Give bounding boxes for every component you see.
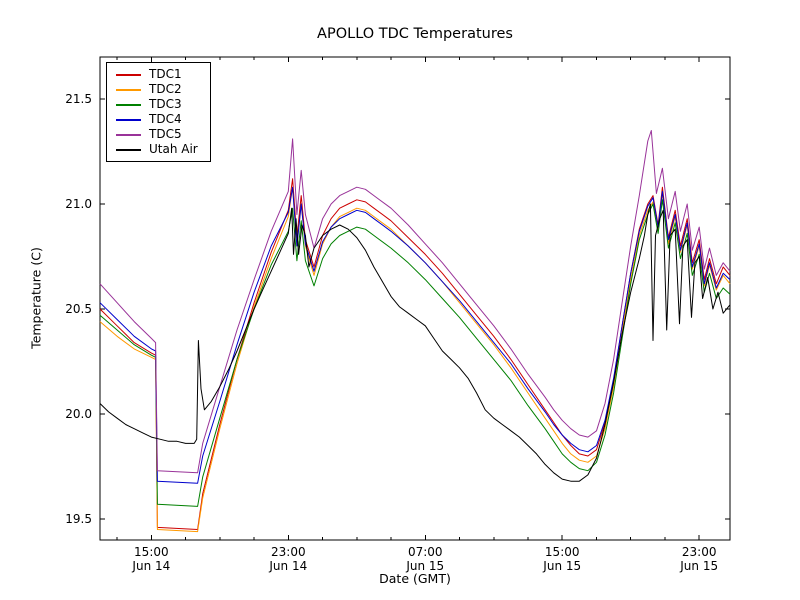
- x-tick-label: 07:00 Jun 15: [390, 545, 460, 573]
- y-tick-label: 20.0: [65, 407, 92, 421]
- legend-item: TDC4: [116, 113, 198, 126]
- legend-label: TDC1: [149, 67, 182, 81]
- legend-line-swatch: [116, 133, 141, 136]
- series-line-tdc4: [99, 186, 731, 484]
- axes-frame: [99, 56, 731, 541]
- chart-title: APOLLO TDC Temperatures: [317, 26, 513, 42]
- legend-label: Utah Air: [149, 142, 198, 156]
- series-line-utah-air: [99, 203, 731, 482]
- legend-item: Utah Air: [116, 143, 198, 156]
- x-tick-label: 15:00 Jun 15: [527, 545, 597, 573]
- legend-line-swatch: [116, 103, 141, 106]
- x-tick-date: Jun 15: [543, 559, 582, 573]
- legend-line-swatch: [116, 148, 141, 151]
- x-tick-date: Jun 14: [132, 559, 171, 573]
- x-tick-time: 23:00: [271, 545, 306, 559]
- legend-item: TDC1: [116, 68, 198, 81]
- legend-item: TDC3: [116, 98, 198, 111]
- y-tick-label: 19.5: [65, 512, 92, 526]
- x-tick-time: 23:00: [681, 545, 717, 559]
- legend-item: TDC5: [116, 128, 198, 141]
- x-tick-time: 15:00: [544, 545, 580, 559]
- x-tick-label: 23:00 Jun 15: [664, 545, 734, 573]
- legend-item: TDC2: [116, 83, 198, 96]
- x-tick-time: 15:00: [134, 545, 169, 559]
- series-line-tdc3: [99, 199, 731, 507]
- series-line-tdc5: [99, 130, 731, 474]
- y-tick-label: 21.5: [65, 92, 92, 106]
- legend-label: TDC2: [149, 82, 182, 96]
- legend-label: TDC3: [149, 97, 182, 111]
- y-tick-label: 20.5: [65, 302, 92, 316]
- legend-line-swatch: [116, 118, 141, 121]
- legend-label: TDC4: [149, 112, 182, 126]
- x-tick-label: 23:00 Jun 14: [253, 545, 323, 573]
- x-tick-date: Jun 15: [680, 559, 719, 573]
- series-line-tdc1: [99, 178, 731, 530]
- legend: TDC1 TDC2 TDC3 TDC4 TDC5 Utah Air: [106, 62, 211, 162]
- x-tick-label: 15:00 Jun 14: [116, 545, 186, 573]
- x-axis-label: Date (GMT): [379, 571, 451, 586]
- y-axis-label: Temperature (C): [28, 247, 44, 349]
- legend-line-swatch: [116, 73, 141, 76]
- series-line-tdc2: [99, 186, 731, 533]
- x-tick-date: Jun 15: [406, 559, 445, 573]
- x-tick-time: 07:00: [407, 545, 443, 559]
- legend-label: TDC5: [149, 127, 182, 141]
- legend-line-swatch: [116, 88, 141, 91]
- y-tick-label: 21.0: [65, 197, 92, 211]
- x-tick-date: Jun 14: [269, 559, 308, 573]
